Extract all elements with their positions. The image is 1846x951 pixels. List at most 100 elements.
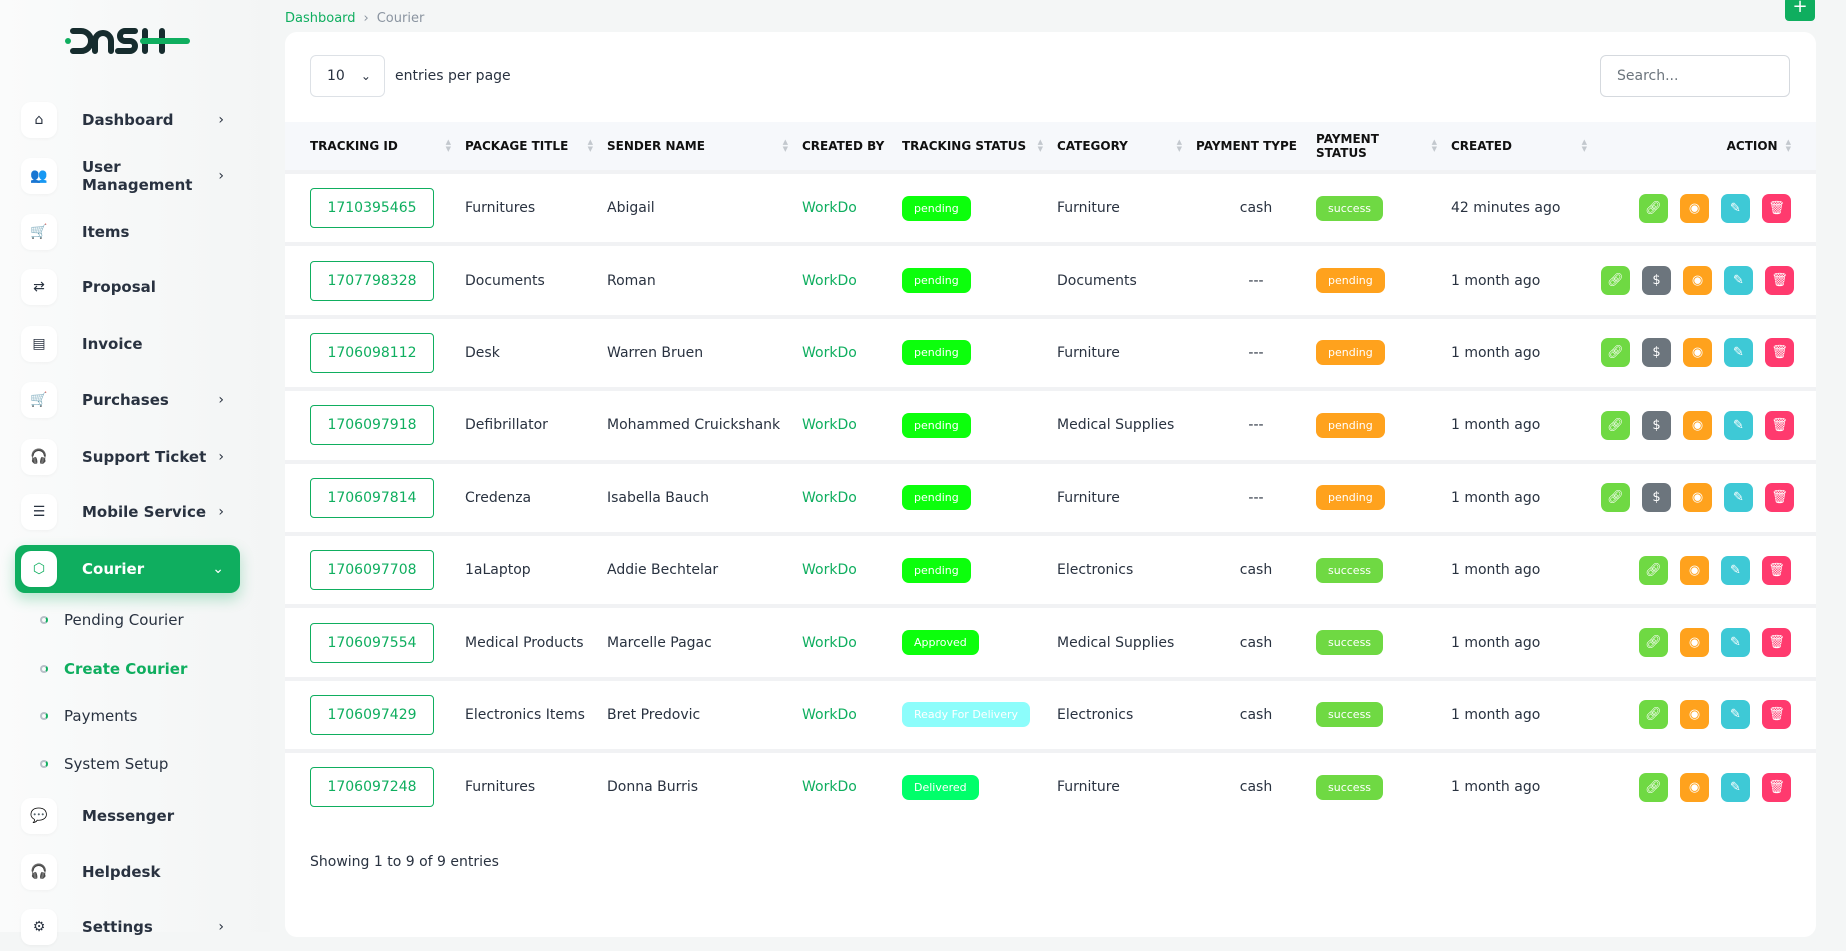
sidebar-item-invoice[interactable]: ▤ Invoice	[15, 320, 240, 368]
submenu-item-system-setup[interactable]: System Setup	[40, 755, 168, 773]
search-input[interactable]	[1600, 55, 1790, 97]
trash-icon[interactable]: 🗑︎	[1762, 193, 1791, 223]
sidebar-item-messenger[interactable]: 💬 Messenger	[15, 792, 240, 840]
column-header-created-by[interactable]: CREATED BY	[802, 139, 902, 153]
pencil-icon[interactable]: ✎	[1724, 338, 1753, 368]
trash-icon[interactable]: 🗑︎	[1762, 628, 1791, 658]
sort-icon[interactable]: ▲ ▼	[1581, 138, 1587, 153]
pencil-icon[interactable]: ✎	[1721, 193, 1750, 223]
dollar-icon[interactable]: $	[1642, 483, 1671, 513]
column-header-tracking-status[interactable]: TRACKING STATUS ▲ ▼	[902, 138, 1057, 154]
trash-icon[interactable]: 🗑︎	[1765, 338, 1794, 368]
trash-icon[interactable]: 🗑︎	[1765, 266, 1794, 296]
sidebar-item-settings[interactable]: ⚙ Settings ›	[15, 903, 240, 951]
sidebar-item-support-ticket[interactable]: 🎧 Support Ticket ›	[15, 433, 240, 481]
submenu-item-create-courier[interactable]: Create Courier	[40, 660, 187, 678]
tracking-id-button[interactable]: 1707798328	[310, 260, 434, 301]
eye-icon[interactable]: ◉	[1680, 193, 1709, 223]
trash-icon[interactable]: 🗑︎	[1765, 483, 1794, 513]
eye-icon[interactable]: ◉	[1680, 628, 1709, 658]
eye-icon[interactable]: ◉	[1680, 555, 1709, 585]
column-header-created[interactable]: CREATED ▲ ▼	[1451, 138, 1601, 154]
trash-icon[interactable]: 🗑︎	[1762, 700, 1791, 730]
pencil-icon[interactable]: ✎	[1721, 555, 1750, 585]
package-title: Furnitures	[465, 200, 536, 217]
dash-logo[interactable]	[65, 28, 190, 54]
pencil-icon[interactable]: ✎	[1721, 628, 1750, 658]
sidebar-item-items[interactable]: 🛒 Items	[15, 208, 240, 256]
sidebar-item-helpdesk[interactable]: 🎧 Helpdesk	[15, 848, 240, 896]
sort-icon[interactable]: ▲ ▼	[445, 138, 451, 153]
pencil-icon[interactable]: ✎	[1721, 772, 1750, 802]
link-icon[interactable]: 🔗︎	[1601, 338, 1630, 368]
column-header-action[interactable]: ACTION ▲ ▼	[1601, 138, 1791, 154]
trash-icon[interactable]: 🗑︎	[1762, 772, 1791, 802]
tracking-id-button[interactable]: 1706097814	[310, 477, 434, 518]
sort-icon[interactable]: ▲ ▼	[1431, 138, 1437, 153]
link-icon[interactable]: 🔗︎	[1601, 410, 1630, 440]
tracking-id-button[interactable]: 1706098112	[310, 332, 434, 373]
link-icon[interactable]: 🔗︎	[1639, 555, 1668, 585]
trash-icon[interactable]: 🗑︎	[1765, 410, 1794, 440]
column-header-payment-status[interactable]: PAYMENT STATUS ▲ ▼	[1316, 132, 1451, 160]
column-header-package-title[interactable]: PACKAGE TITLE ▲ ▼	[465, 138, 607, 154]
payment-status-badge: pending	[1316, 485, 1385, 511]
pencil-icon[interactable]: ✎	[1724, 266, 1753, 296]
sidebar-item-proposal[interactable]: ⇄ Proposal	[15, 263, 240, 311]
pencil-icon[interactable]: ✎	[1724, 410, 1753, 440]
tracking-id-button[interactable]: 1706097708	[310, 550, 434, 591]
sort-icon[interactable]: ▲ ▼	[1785, 138, 1791, 153]
column-header-sender-name[interactable]: SENDER NAME ▲ ▼	[607, 138, 802, 154]
tracking-id-button[interactable]: 1706097918	[310, 405, 434, 446]
sort-icon[interactable]: ▲ ▼	[782, 138, 788, 153]
eye-icon[interactable]: ◉	[1683, 410, 1712, 440]
payment-status-badge: success	[1316, 702, 1384, 728]
link-icon[interactable]: 🔗︎	[1639, 700, 1668, 730]
menu-icon: ☰	[21, 494, 57, 530]
package-title: Electronics Items	[465, 706, 585, 723]
sort-icon[interactable]: ▲ ▼	[1176, 138, 1182, 153]
eye-icon[interactable]: ◉	[1683, 338, 1712, 368]
sidebar-item-mobile-service[interactable]: ☰ Mobile Service ›	[15, 488, 240, 536]
created-time: 1 month ago	[1451, 417, 1541, 434]
submenu-item-payments[interactable]: Payments	[40, 707, 137, 725]
column-header-tracking-id[interactable]: TRACKING ID ▲ ▼	[310, 138, 465, 154]
sender-name: Warren Bruen	[607, 344, 704, 361]
eye-icon[interactable]: ◉	[1683, 266, 1712, 296]
breadcrumb-dashboard-link[interactable]: Dashboard	[285, 11, 356, 26]
category: Medical Supplies	[1057, 417, 1175, 434]
pencil-icon[interactable]: ✎	[1724, 483, 1753, 513]
dollar-icon[interactable]: $	[1642, 266, 1671, 296]
add-courier-button[interactable]: +	[1785, 0, 1815, 21]
sidebar-item-user-management[interactable]: 👥 User Management ›	[15, 152, 240, 200]
eye-icon[interactable]: ◉	[1683, 483, 1712, 513]
trash-icon[interactable]: 🗑︎	[1762, 555, 1791, 585]
sidebar-item-dashboard[interactable]: ⌂ Dashboard ›	[15, 96, 240, 144]
payment-status-badge: pending	[1316, 268, 1385, 294]
link-icon[interactable]: 🔗︎	[1601, 266, 1630, 296]
sort-icon[interactable]: ▲ ▼	[1037, 138, 1043, 153]
dollar-icon[interactable]: $	[1642, 410, 1671, 440]
eye-icon[interactable]: ◉	[1680, 772, 1709, 802]
sort-icon[interactable]: ▲ ▼	[587, 138, 593, 153]
entries-per-page-select[interactable]: 10 ⌄	[310, 55, 385, 97]
payment-status-badge: success	[1316, 195, 1384, 221]
tracking-id-button[interactable]: 1706097248	[310, 767, 434, 808]
column-header-category[interactable]: CATEGORY ▲ ▼	[1057, 138, 1196, 154]
created-time: 1 month ago	[1451, 489, 1541, 506]
tracking-id-button[interactable]: 1706097429	[310, 694, 434, 735]
sidebar-item-courier[interactable]: ⬡ Courier ⌄	[15, 545, 240, 593]
tracking-id-button[interactable]: 1706097554	[310, 622, 434, 663]
link-icon[interactable]: 🔗︎	[1639, 772, 1668, 802]
link-icon[interactable]: 🔗︎	[1601, 483, 1630, 513]
submenu-item-pending-courier[interactable]: Pending Courier	[40, 611, 184, 629]
link-icon[interactable]: 🔗︎	[1639, 628, 1668, 658]
sidebar-item-purchases[interactable]: 🛒 Purchases ›	[15, 376, 240, 424]
link-icon[interactable]: 🔗︎	[1639, 193, 1668, 223]
pencil-icon[interactable]: ✎	[1721, 700, 1750, 730]
dollar-icon[interactable]: $	[1642, 338, 1671, 368]
payment-status-badge: success	[1316, 557, 1384, 583]
tracking-id-button[interactable]: 1710395465	[310, 188, 434, 229]
eye-icon[interactable]: ◉	[1680, 700, 1709, 730]
column-header-payment-type[interactable]: PAYMENT TYPE	[1196, 139, 1316, 153]
